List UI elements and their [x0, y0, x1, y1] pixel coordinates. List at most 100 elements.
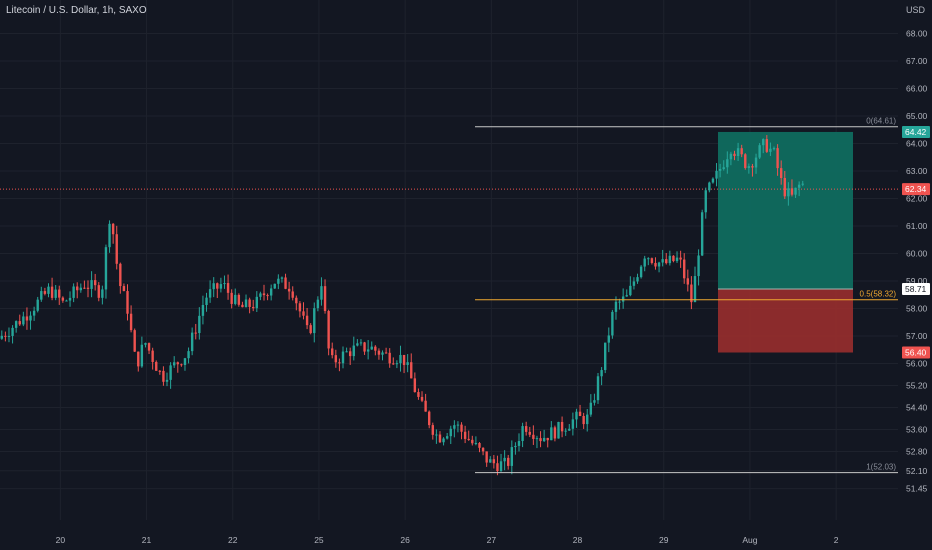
candle: [32, 306, 36, 321]
candle-body: [388, 352, 391, 364]
price-tick-label: 66.00: [906, 84, 928, 94]
candle: [172, 356, 176, 368]
candle-body: [603, 342, 607, 371]
candle: [553, 425, 557, 442]
currency-label: USD: [906, 5, 926, 15]
candle: [54, 285, 57, 301]
candle-body: [503, 457, 506, 462]
candle-body: [183, 358, 187, 365]
candle-body: [165, 379, 169, 382]
price-tick-label: 64.00: [906, 139, 928, 149]
candle-body: [399, 354, 402, 364]
candle: [629, 276, 632, 297]
candle: [765, 135, 769, 153]
profit-zone: [718, 131, 853, 289]
candle: [639, 264, 643, 279]
candle: [618, 298, 621, 310]
candle-body: [162, 370, 165, 382]
price-tag-text: 62.34: [905, 184, 927, 194]
candle: [787, 182, 790, 206]
candle-body: [428, 411, 431, 426]
candle: [665, 253, 668, 265]
candle: [467, 430, 470, 441]
candle-body: [481, 447, 485, 452]
candle: [607, 327, 610, 353]
candle: [155, 360, 158, 371]
time-tick-label: 28: [573, 535, 583, 545]
candle: [568, 424, 571, 431]
candle: [302, 302, 305, 320]
candle: [722, 160, 725, 171]
candle: [316, 296, 320, 312]
candle: [165, 372, 169, 387]
price-tick-label: 55.20: [906, 381, 928, 391]
candle-body: [133, 330, 136, 352]
candle-body: [323, 286, 327, 311]
candle: [560, 416, 564, 438]
candle: [291, 286, 294, 301]
candle-body: [456, 424, 460, 426]
candle: [212, 277, 215, 298]
candle: [726, 151, 729, 174]
candle: [729, 151, 733, 166]
candle: [305, 307, 309, 330]
candle: [111, 222, 115, 244]
candle-body: [237, 294, 241, 305]
candle: [718, 163, 722, 178]
candle-body: [514, 445, 517, 448]
candle: [72, 283, 75, 303]
price-tick-label: 60.00: [906, 249, 928, 259]
candle-body: [532, 434, 535, 439]
price-tick-label: 63.00: [906, 166, 928, 176]
candle: [226, 274, 230, 300]
candle: [97, 282, 100, 302]
candle: [223, 275, 226, 289]
candle: [295, 295, 298, 311]
candle-body: [22, 316, 25, 325]
candle: [542, 429, 546, 443]
candle-body: [553, 427, 557, 439]
candle: [596, 372, 600, 404]
candle-body: [413, 378, 417, 393]
candle-body: [155, 361, 158, 371]
candle-body: [54, 289, 57, 298]
candle: [58, 285, 61, 305]
candle-body: [718, 169, 722, 171]
candle-body: [104, 247, 108, 290]
candle: [248, 297, 251, 314]
candle: [4, 331, 7, 342]
candle-body: [345, 351, 348, 353]
candle-body: [596, 376, 600, 401]
candle: [431, 422, 434, 440]
candle-body: [625, 295, 628, 297]
candle-body: [108, 223, 111, 248]
candle: [363, 341, 366, 355]
candle-body: [169, 365, 172, 380]
candle-body: [489, 459, 492, 463]
candle-body: [140, 344, 144, 367]
candle-body: [327, 310, 330, 349]
candle: [262, 284, 266, 301]
candle-body: [438, 434, 442, 443]
candle-body: [474, 443, 478, 445]
candle-body: [219, 284, 223, 289]
candle-body: [496, 463, 499, 472]
candle-body: [420, 396, 424, 401]
candle: [550, 421, 553, 441]
candle-body: [614, 301, 618, 312]
candle-body: [639, 266, 643, 278]
candle-body: [291, 291, 294, 298]
candle-body: [406, 362, 409, 365]
candle: [208, 280, 212, 303]
candle: [532, 425, 535, 445]
candle-body: [783, 178, 786, 197]
candle: [625, 289, 628, 297]
candle: [453, 420, 456, 438]
time-tick-label: 20: [56, 535, 66, 545]
candle-body: [190, 332, 194, 352]
fib-level-label: 0(64.61): [866, 117, 896, 126]
candle: [428, 410, 431, 429]
candle-body: [280, 277, 284, 279]
time-tick-label: 25: [314, 535, 324, 545]
